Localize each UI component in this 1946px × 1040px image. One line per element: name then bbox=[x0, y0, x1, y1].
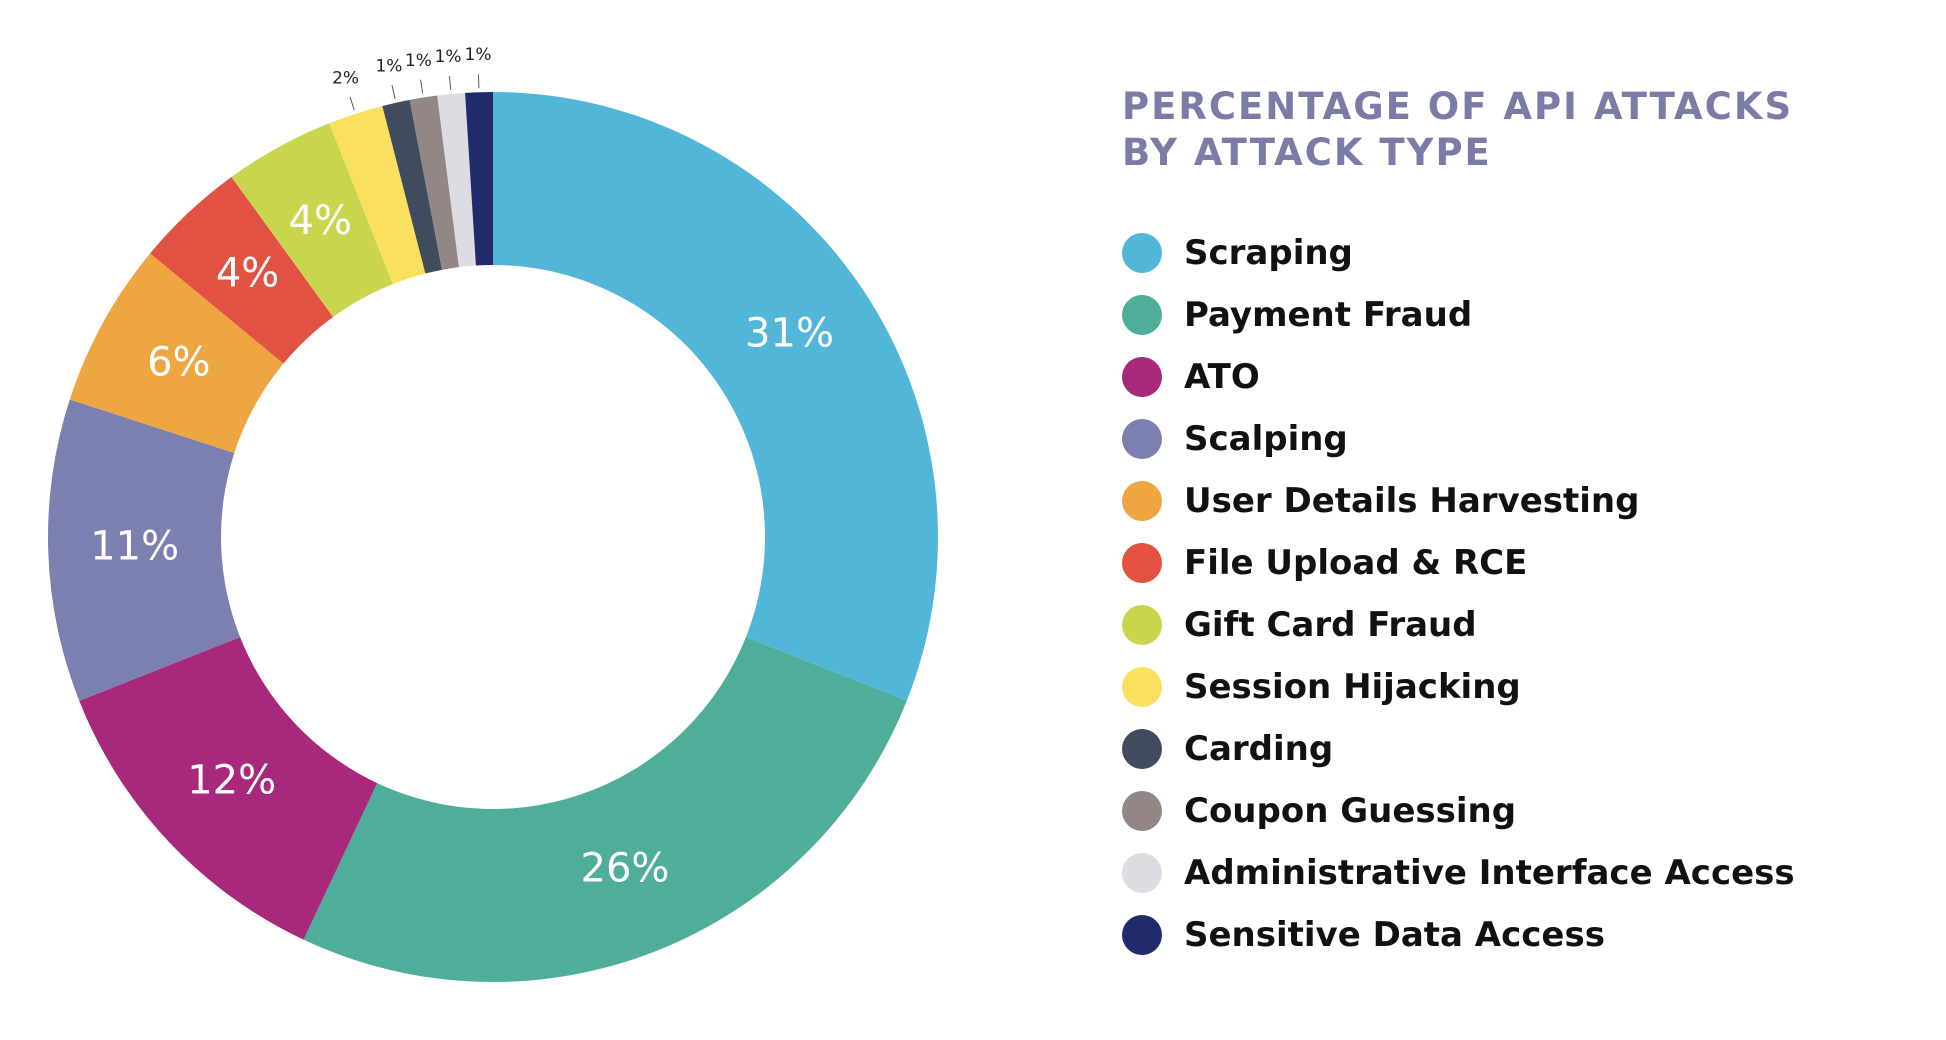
data-label-file-upload-and-rce: 4% bbox=[216, 251, 279, 297]
slice-carding bbox=[382, 99, 443, 274]
slice-coupon-guessing bbox=[409, 95, 459, 270]
legend-swatch-session-hijacking bbox=[1122, 667, 1162, 707]
slice-payment-fraud bbox=[303, 637, 907, 982]
slice-file-upload-and-rce bbox=[150, 176, 334, 364]
legend-item-session-hijacking: Session Hijacking bbox=[1122, 656, 1795, 718]
data-label-payment-fraud: 26% bbox=[581, 845, 670, 891]
legend-swatch-payment-fraud bbox=[1122, 295, 1162, 335]
legend-swatch-scalping bbox=[1122, 419, 1162, 459]
legend-swatch-carding bbox=[1122, 729, 1162, 769]
legend-item-payment-fraud: Payment Fraud bbox=[1122, 284, 1795, 346]
slice-sensitive-data-access bbox=[465, 92, 493, 266]
legend-item-scraping: Scraping bbox=[1122, 222, 1795, 284]
legend-item-sensitive-data-access: Sensitive Data Access bbox=[1122, 904, 1795, 966]
data-label-session-hijacking: 2% bbox=[332, 68, 359, 88]
slice-user-details-harvesting bbox=[69, 253, 284, 453]
legend-item-user-details-harvesting: User Details Harvesting bbox=[1122, 470, 1795, 532]
slice-gift-card-fraud bbox=[231, 123, 393, 317]
legend-label: Carding bbox=[1184, 729, 1334, 769]
chart-title-line-2: BY ATTACK TYPE bbox=[1122, 131, 1492, 174]
leader-line-session-hijacking bbox=[349, 96, 355, 111]
slice-scraping bbox=[493, 92, 938, 701]
legend-swatch-file-upload-and-rce bbox=[1122, 543, 1162, 583]
data-label-ato: 12% bbox=[187, 757, 276, 803]
legend-label: File Upload & RCE bbox=[1184, 543, 1528, 583]
legend-item-carding: Carding bbox=[1122, 718, 1795, 780]
legend-label: Gift Card Fraud bbox=[1184, 605, 1477, 645]
data-label-coupon-guessing: 1% bbox=[405, 51, 432, 71]
leader-line-administrative-interface-access bbox=[448, 76, 452, 91]
leader-line-carding bbox=[391, 85, 396, 99]
slice-labels: 31%26%12%11%6%4%4%2%1% 1% 1% 1% bbox=[90, 45, 834, 891]
legend-item-ato: ATO bbox=[1122, 346, 1795, 408]
chart-title: PERCENTAGE OF API ATTACKS BY ATTACK TYPE bbox=[1122, 84, 1902, 176]
legend-item-file-upload-and-rce: File Upload & RCE bbox=[1122, 532, 1795, 594]
slice-scalping bbox=[47, 399, 241, 701]
data-label-administrative-interface-access: 1% bbox=[435, 47, 462, 67]
data-label-user-details-harvesting: 6% bbox=[147, 339, 210, 385]
legend: Scraping Payment Fraud ATO Scalping User Det… bbox=[1122, 222, 1795, 966]
data-label-carding: 1% bbox=[375, 56, 402, 76]
legend-label: Sensitive Data Access bbox=[1184, 915, 1605, 955]
data-label-scraping: 31% bbox=[745, 310, 834, 356]
legend-label: Scalping bbox=[1184, 419, 1348, 459]
legend-swatch-administrative-interface-access bbox=[1122, 853, 1162, 893]
legend-swatch-ato bbox=[1122, 357, 1162, 397]
legend-item-administrative-interface-access: Administrative Interface Access bbox=[1122, 842, 1795, 904]
legend-label: Administrative Interface Access bbox=[1184, 853, 1795, 893]
legend-label: ATO bbox=[1184, 357, 1260, 397]
legend-swatch-scraping bbox=[1122, 233, 1162, 273]
legend-swatch-user-details-harvesting bbox=[1122, 481, 1162, 521]
legend-item-coupon-guessing: Coupon Guessing bbox=[1122, 780, 1795, 842]
legend-label: Scraping bbox=[1184, 233, 1353, 273]
legend-label: User Details Harvesting bbox=[1184, 481, 1640, 521]
legend-swatch-sensitive-data-access bbox=[1122, 915, 1162, 955]
legend-label: Payment Fraud bbox=[1184, 295, 1473, 335]
legend-label: Session Hijacking bbox=[1184, 667, 1521, 707]
chart-title-line-1: PERCENTAGE OF API ATTACKS bbox=[1122, 85, 1794, 128]
data-label-scalping: 11% bbox=[90, 523, 179, 569]
donut-slices bbox=[47, 92, 938, 982]
data-label-sensitive-data-access: 1% bbox=[465, 45, 492, 65]
legend-swatch-gift-card-fraud bbox=[1122, 605, 1162, 645]
legend-item-scalping: Scalping bbox=[1122, 408, 1795, 470]
legend-item-gift-card-fraud: Gift Card Fraud bbox=[1122, 594, 1795, 656]
slice-administrative-interface-access bbox=[437, 92, 476, 268]
legend-label: Coupon Guessing bbox=[1184, 791, 1517, 831]
slice-session-hijacking bbox=[329, 105, 426, 285]
slice-ato bbox=[79, 637, 378, 940]
legend-swatch-coupon-guessing bbox=[1122, 791, 1162, 831]
leader-line-coupon-guessing bbox=[420, 79, 424, 94]
data-label-gift-card-fraud: 4% bbox=[289, 198, 352, 244]
